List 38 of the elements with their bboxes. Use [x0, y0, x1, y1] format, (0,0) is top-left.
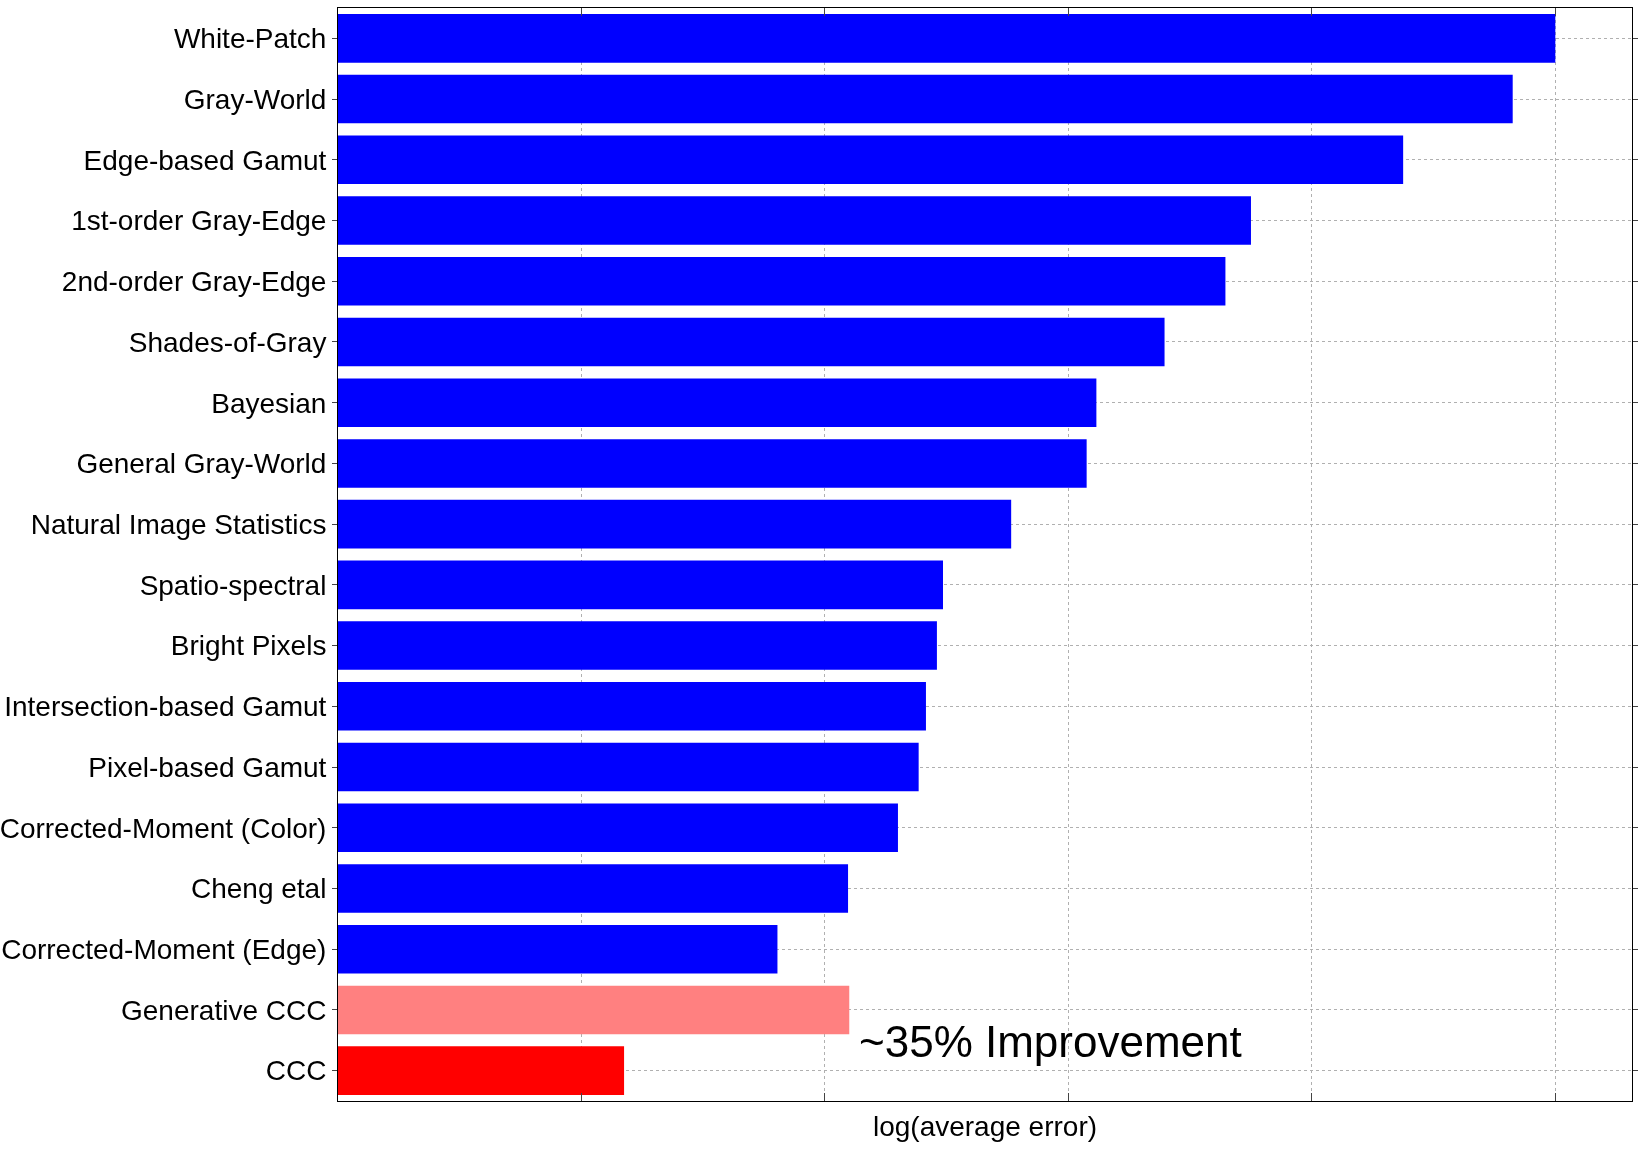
y-tick-label: Pixel-based Gamut [88, 751, 327, 783]
annotation: ~35% Improvement [859, 1017, 1242, 1066]
bar [338, 14, 1556, 63]
y-tick-label: Intersection-based Gamut [4, 691, 327, 723]
bar [338, 803, 898, 853]
bar [338, 742, 919, 792]
x-axis-title: log(average error) [872, 1111, 1098, 1143]
bar [338, 256, 1226, 306]
y-tick-label: Corrected-Moment (Color) [0, 812, 327, 844]
y-tick-label: Bayesian [211, 387, 327, 419]
bar [338, 864, 849, 913]
bar [338, 1046, 625, 1095]
bar [338, 499, 1012, 549]
y-tick-label: Gray-World [183, 83, 327, 115]
bar [338, 196, 1251, 245]
bar [338, 621, 937, 670]
bar [338, 985, 850, 1035]
y-tick-label: Spatio-spectral [139, 569, 327, 601]
y-tick-label: Edge-based Gamut [83, 144, 327, 176]
y-tick-label: White-Patch [173, 23, 327, 55]
y-tick-label: Corrected-Moment (Edge) [1, 933, 327, 965]
y-tick-label: 2nd-order Gray-Edge [61, 266, 327, 298]
y-tick-label: CCC [265, 1055, 327, 1087]
bar [338, 74, 1513, 124]
bar [338, 378, 1097, 427]
bar [338, 924, 778, 974]
bar [338, 560, 943, 610]
y-tick-label: 1st-order Gray-Edge [71, 205, 327, 237]
y-tick-label: General Gray-World [76, 448, 327, 480]
bar [338, 317, 1165, 367]
y-tick-label: Cheng etal [190, 873, 327, 905]
y-tick-label: Generative CCC [120, 994, 327, 1026]
y-tick-label: Natural Image Statistics [30, 508, 327, 540]
bar [338, 135, 1404, 185]
y-tick-label: Shades-of-Gray [128, 326, 327, 358]
y-tick-label: Bright Pixels [170, 630, 327, 662]
bar [338, 682, 926, 731]
bar [338, 439, 1087, 488]
